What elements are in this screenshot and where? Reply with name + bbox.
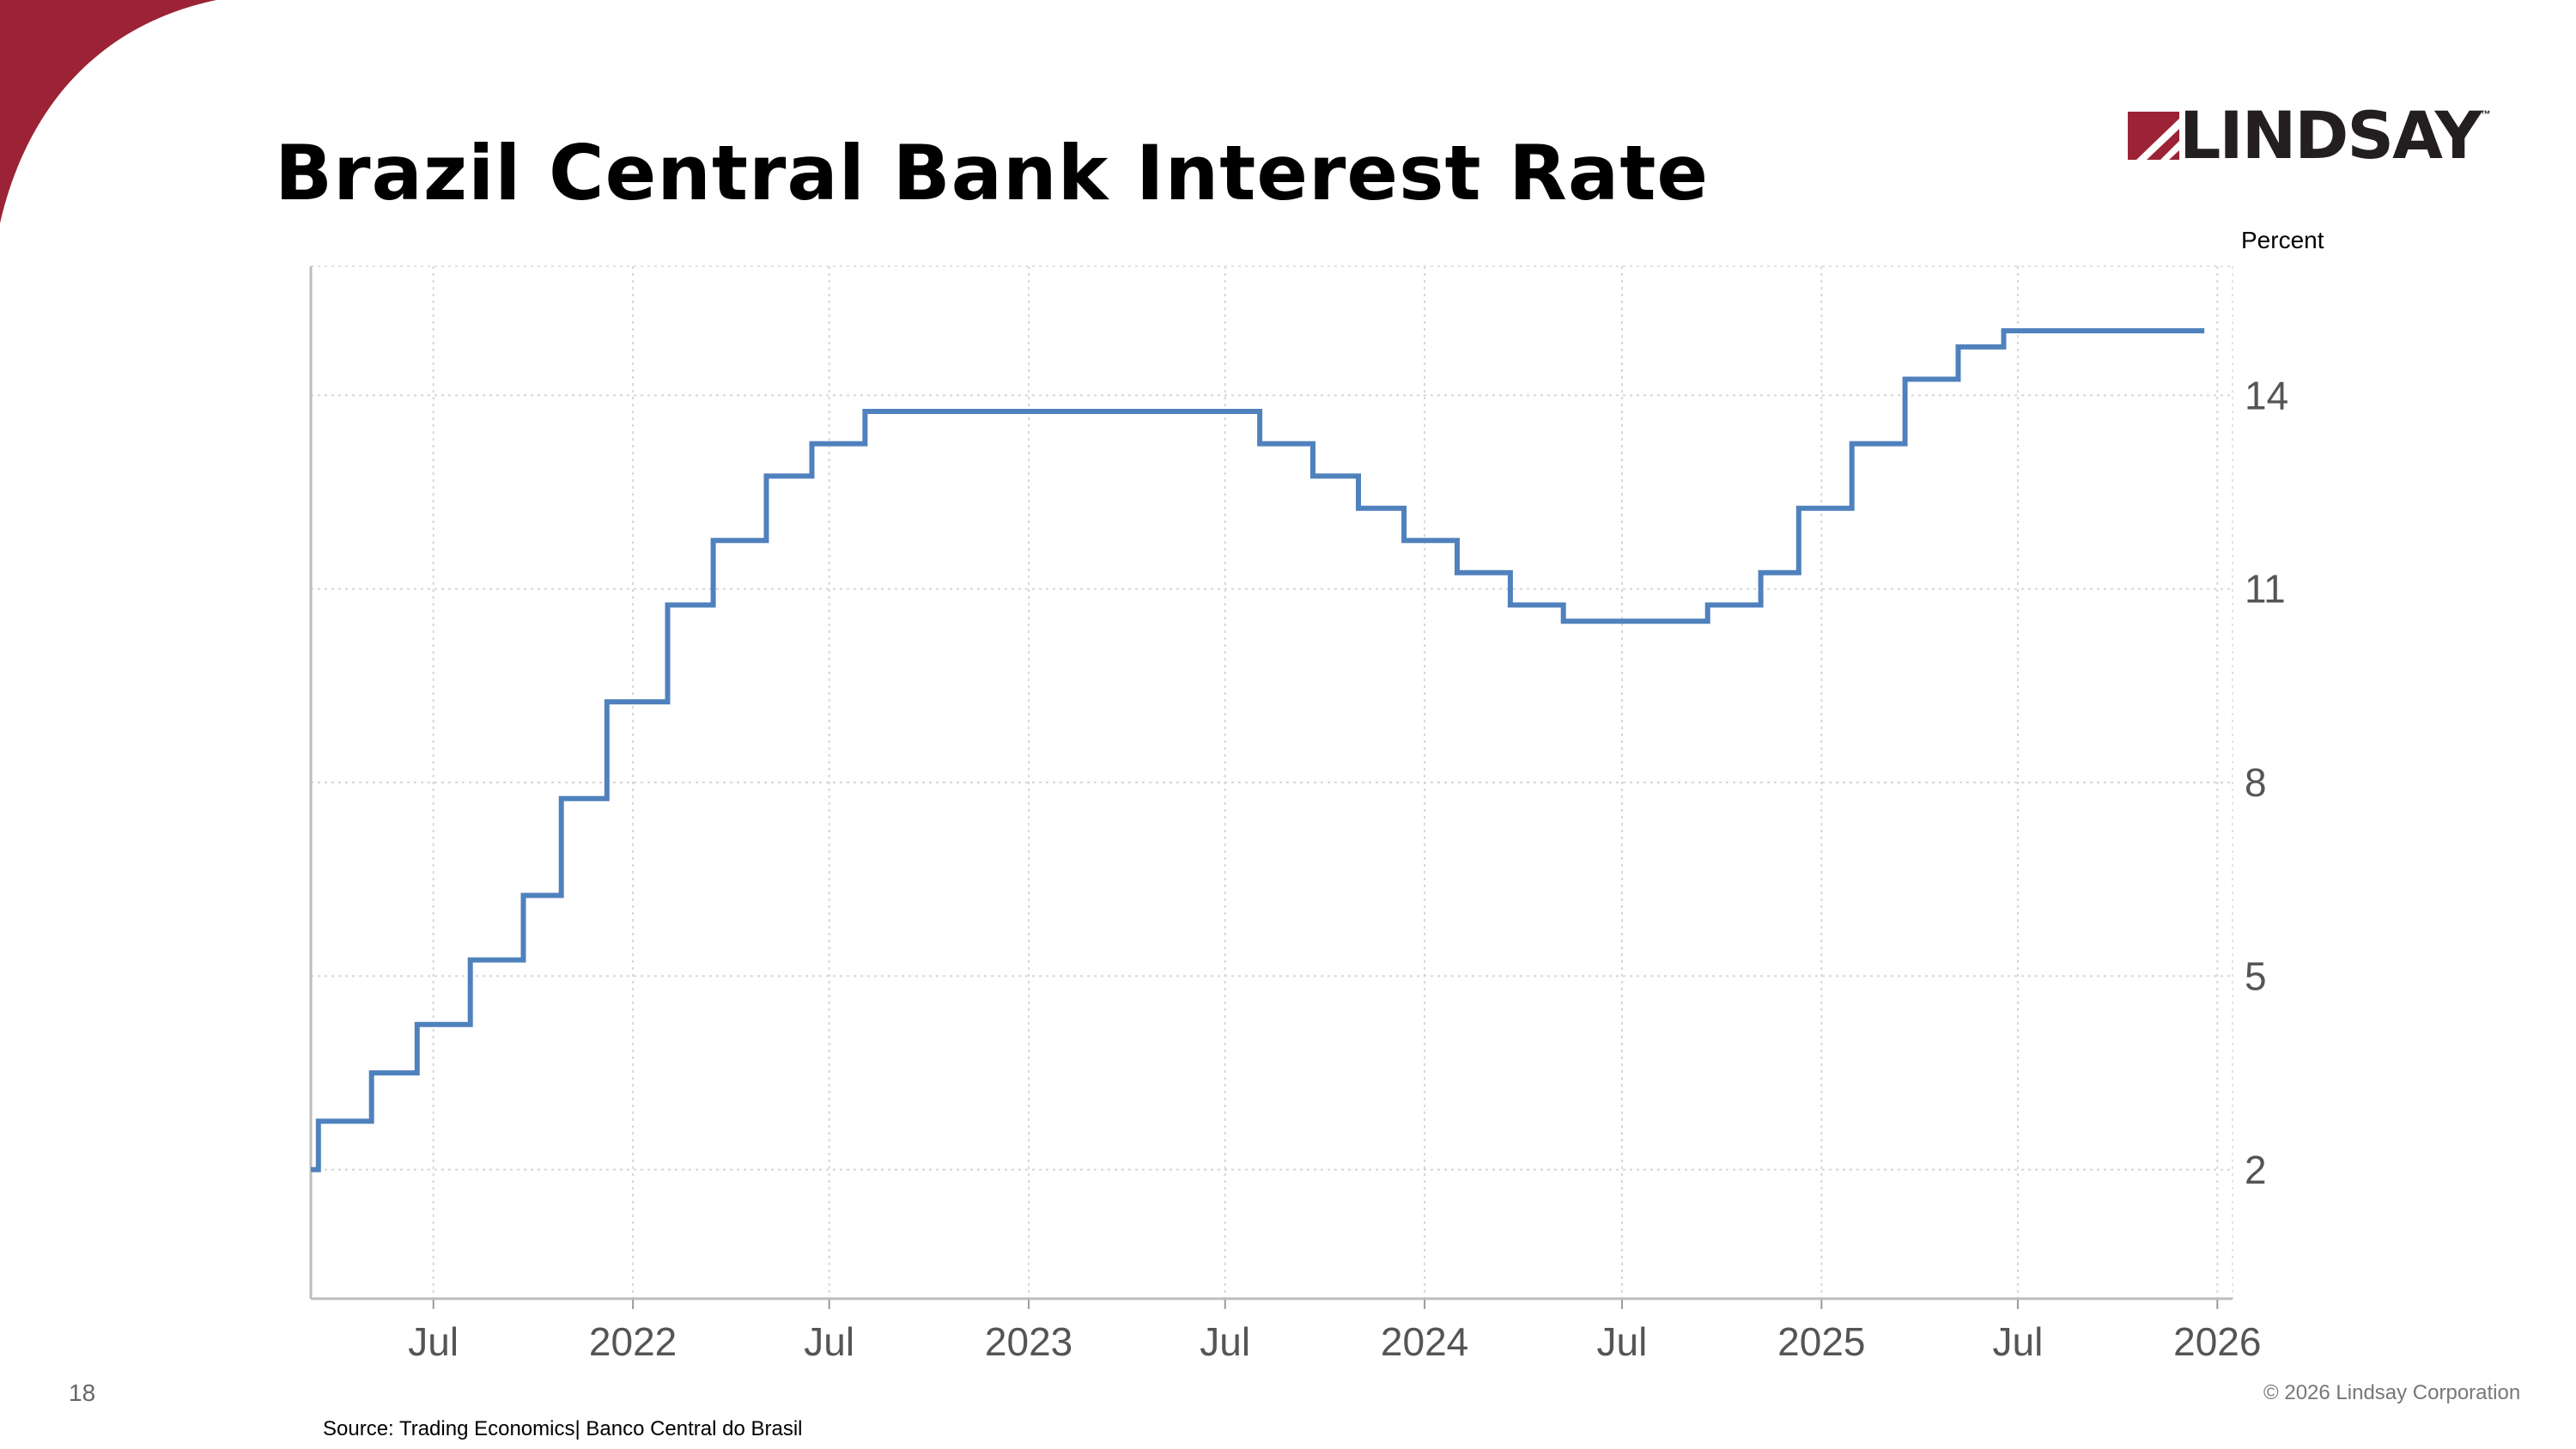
page-number: 18 — [69, 1379, 96, 1406]
interest-rate-series-line — [311, 328, 2205, 1172]
lindsay-logo: LINDSAY ™ — [2128, 101, 2491, 170]
y-tick-label: 5 — [2245, 953, 2267, 998]
y-axis-label: Percent — [2241, 227, 2324, 253]
chart-axes — [309, 266, 2233, 1309]
y-tick-label: 14 — [2245, 373, 2288, 417]
copyright-text: © 2026 Lindsay Corporation — [2263, 1381, 2521, 1404]
x-tick-label: 2023 — [985, 1319, 1072, 1364]
slide-title: Brazil Central Bank Interest Rate — [275, 129, 1710, 217]
x-tick-labels: Jul 2022 Jul 2023 Jul 2024 Jul 2025 Jul 2026 — [408, 1319, 2261, 1364]
y-tick-label: 2 — [2245, 1148, 2267, 1192]
x-tick-label: Jul — [1200, 1319, 1250, 1364]
lindsay-logo-trademark: ™ — [2480, 108, 2491, 120]
y-tick-label: 8 — [2245, 760, 2267, 805]
y-tick-labels: 2 5 8 11 14 — [2245, 373, 2288, 1192]
x-tick-label: Jul — [804, 1319, 854, 1364]
lindsay-logo-wordmark: LINDSAY — [2179, 97, 2482, 174]
lindsay-logo-mark-icon — [2128, 112, 2179, 160]
y-tick-label: 11 — [2245, 567, 2286, 612]
x-tick-label: 2024 — [1381, 1319, 1468, 1364]
horizontal-gridlines — [311, 265, 2233, 1171]
corner-swoosh-decoration — [0, 0, 216, 223]
x-tick-label: 2025 — [1777, 1319, 1865, 1364]
x-tick-label: Jul — [1597, 1319, 1648, 1364]
source-note: Source: Trading Economics| Banco Central… — [323, 1417, 803, 1440]
x-tick-label: 2022 — [589, 1319, 677, 1364]
x-tick-label: Jul — [408, 1319, 459, 1364]
x-tick-label: 2026 — [2173, 1319, 2261, 1364]
x-tick-label: Jul — [1993, 1319, 2044, 1364]
